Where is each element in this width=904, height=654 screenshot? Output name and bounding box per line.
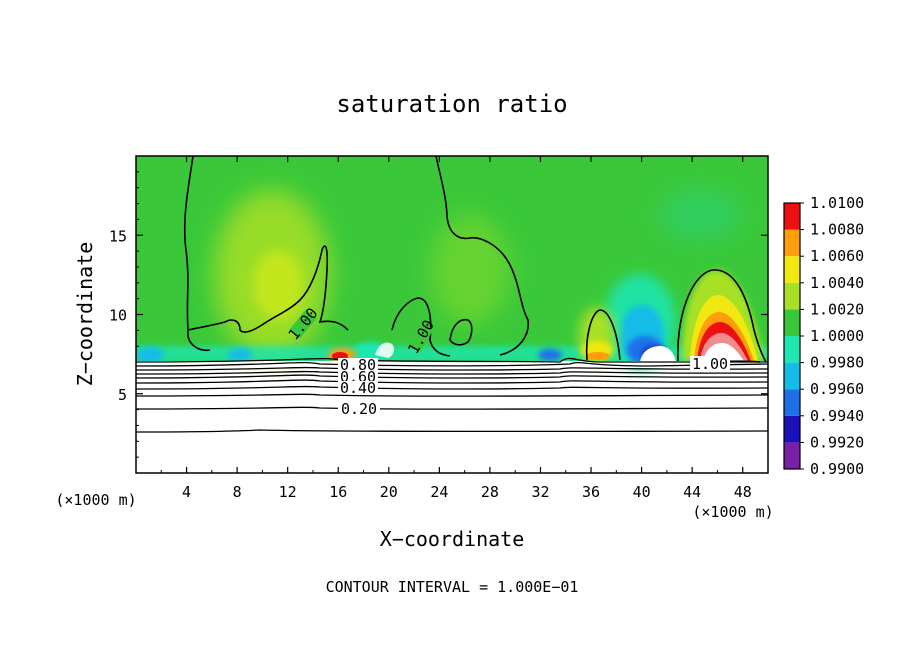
contour-label-bg-2 xyxy=(408,322,434,352)
white-pocket xyxy=(640,346,676,362)
colorbar-tick-label: 1.0040 xyxy=(810,274,864,292)
y-axis-title: Z−coordinate xyxy=(73,242,97,387)
contour-1.00-upper-left xyxy=(183,156,349,333)
contour-1.00-central-column xyxy=(435,156,529,356)
x-tick-label: 48 xyxy=(734,483,752,501)
colorbar-swatch xyxy=(784,389,800,416)
contour-level-4 xyxy=(136,370,768,375)
contour-1.00-cloud-3 xyxy=(677,269,767,363)
contour-label-bg-5 xyxy=(338,370,378,383)
contour-level-2 xyxy=(136,361,768,367)
contour-labels: 1.00 1.00 1.00 0.80 0.60 0.40 0.20 xyxy=(284,304,730,418)
colorbar-tick-label: 1.0000 xyxy=(810,327,864,345)
contour-label-4: 0.80 xyxy=(340,356,376,374)
contour-level-3 xyxy=(136,366,768,371)
contour-interval-note: CONTOUR INTERVAL = 1.000E−01 xyxy=(326,578,579,596)
y-tick-label: 5 xyxy=(118,386,127,404)
y-axis: 5 10 15 xyxy=(109,171,768,458)
x-tick-label: 8 xyxy=(233,483,242,501)
x-axis-title: X−coordinate xyxy=(380,527,525,551)
x-tick-label: 40 xyxy=(633,483,651,501)
colorbar-tick-label: 1.0100 xyxy=(810,194,864,212)
contour-label-bg-7 xyxy=(338,401,380,415)
contour-level-5 xyxy=(136,374,768,379)
x-tick-label: 16 xyxy=(329,483,347,501)
upper-maximum-core xyxy=(253,250,303,320)
minimum-patch-2 xyxy=(228,348,252,362)
colorbar-swatch xyxy=(784,442,800,469)
x-axis: 4 8 12 16 20 24 28 32 36 40 44 48 xyxy=(160,156,752,501)
colorbar-tick-label: 1.0020 xyxy=(810,300,864,318)
colorbar-swatch xyxy=(784,415,800,443)
colorbar-tick-label: 0.9960 xyxy=(810,380,864,398)
x-tick-label: 20 xyxy=(380,483,398,501)
x-tick-label: 24 xyxy=(430,483,448,501)
colorbar-swatch xyxy=(784,309,800,336)
colorbar-swatch xyxy=(784,229,800,257)
x-tick-label: 4 xyxy=(182,483,191,501)
x-unit-right: (×1000 m) xyxy=(692,503,773,521)
y-tick-label: 10 xyxy=(109,307,127,325)
contour-label-bg-4 xyxy=(338,358,378,371)
contour-1.00-center xyxy=(391,297,451,357)
colorbar-swatch xyxy=(784,282,800,310)
plot-area: 1.00 1.00 1.00 0.80 0.60 0.40 0.20 xyxy=(136,156,768,473)
chart-title: saturation ratio xyxy=(336,90,567,118)
contour-label-bg-3 xyxy=(690,356,730,371)
x-tick-label: 12 xyxy=(279,483,297,501)
contour-1.00-cloud-2 xyxy=(585,309,621,361)
contour-label-7: 0.20 xyxy=(341,400,377,418)
colorbar-tick-label: 0.9940 xyxy=(810,407,864,425)
upper-right-cyan-region xyxy=(660,190,740,240)
contour-level-10 xyxy=(136,429,768,433)
white-patch xyxy=(375,342,395,358)
contour-level-1 xyxy=(136,357,768,363)
contour-label-6: 0.40 xyxy=(340,379,376,397)
colorbar-tick-label: 0.9980 xyxy=(810,354,864,372)
minimum-patch-1 xyxy=(136,347,164,363)
cloud-2-core xyxy=(586,352,610,360)
colorbar-tick-label: 1.0060 xyxy=(810,247,864,265)
contour-level-8 xyxy=(136,393,768,397)
colorbar-tick-label: 1.0080 xyxy=(810,221,864,239)
x-tick-label: 36 xyxy=(582,483,600,501)
x-tick-label: 28 xyxy=(481,483,499,501)
x-tick-label: 32 xyxy=(531,483,549,501)
colorbar: 0.9900 0.9920 0.9940 0.9960 0.9980 1.0000 1.00… xyxy=(783,194,864,478)
contour-label-bg-6 xyxy=(338,381,378,394)
field-layer xyxy=(136,156,768,370)
colorbar-tick-label: 0.9900 xyxy=(810,460,864,478)
contour-label-3: 1.00 xyxy=(692,355,728,373)
colorbar-swatch xyxy=(784,203,800,230)
contour-level-6 xyxy=(136,379,768,384)
colorbar-swatch xyxy=(784,336,800,363)
contour-label-bg-1 xyxy=(289,309,317,339)
contour-level-7 xyxy=(136,385,768,390)
mid-green-region xyxy=(430,215,510,325)
x-tick-label: 44 xyxy=(683,483,701,501)
colorbar-swatch xyxy=(784,256,800,283)
y-tick-label: 15 xyxy=(109,227,127,245)
colorbar-tick-label: 0.9920 xyxy=(810,433,864,451)
x-unit-left: (×1000 m) xyxy=(55,491,136,509)
minimum-patch-3 xyxy=(354,342,386,362)
contour-1.00-left-closure xyxy=(187,329,211,352)
colorbar-swatch xyxy=(784,362,800,390)
contour-1.00-small-loop xyxy=(449,318,473,346)
minimum-patch-4 xyxy=(538,349,562,361)
